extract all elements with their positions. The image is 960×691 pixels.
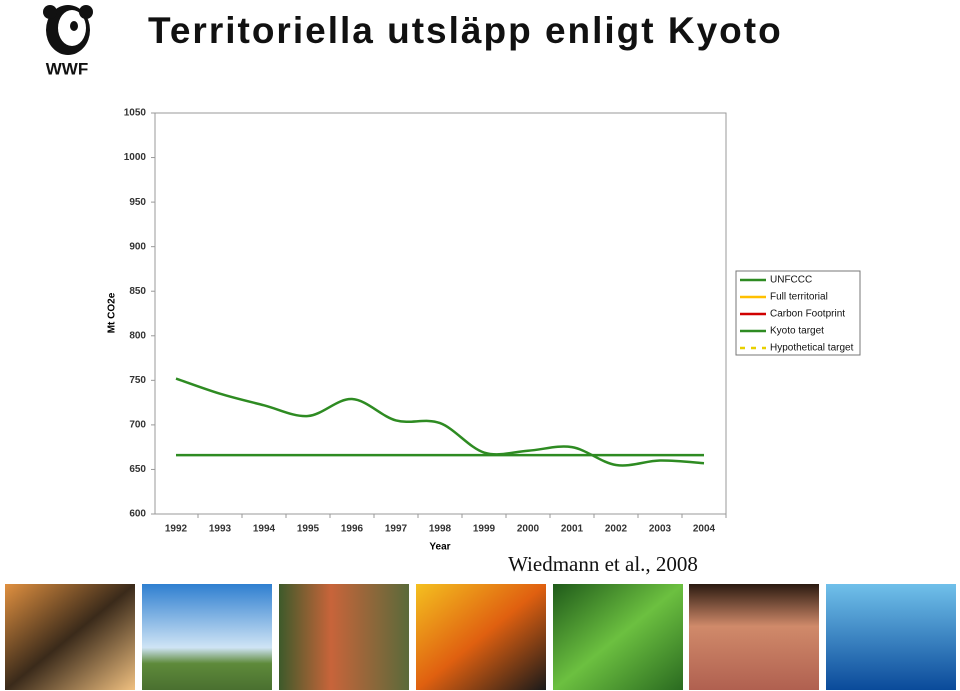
- x-tick-label: 2001: [561, 524, 584, 535]
- plot-area: [154, 112, 727, 515]
- x-tick-label: 1996: [341, 524, 364, 535]
- x-tick-label: 2003: [649, 524, 672, 535]
- y-tick-label: 800: [129, 330, 146, 341]
- photo-face: [689, 584, 819, 690]
- x-tick-label: 1994: [253, 524, 276, 535]
- y-tick-label: 950: [129, 197, 146, 208]
- y-tick-label: 1000: [124, 152, 147, 163]
- photo-tiger: [5, 584, 135, 690]
- x-axis-label: Year: [429, 542, 450, 553]
- legend-label: Kyoto target: [770, 326, 824, 337]
- series-line: [175, 377, 705, 467]
- x-tick-label: 2000: [517, 524, 540, 535]
- wwf-logo: WWF: [43, 5, 93, 78]
- photo-fern: [553, 584, 683, 690]
- citation: Wiedmann et al., 2008: [508, 552, 698, 576]
- legend-label: Carbon Footprint: [770, 309, 845, 320]
- x-tick-label: 2004: [693, 524, 716, 535]
- legend-label: UNFCCC: [770, 275, 812, 286]
- x-tick-label: 1997: [385, 524, 408, 535]
- logo-text: WWF: [46, 59, 88, 78]
- photo-wind: [142, 584, 272, 690]
- x-tick-label: 1995: [297, 524, 320, 535]
- x-tick-label: 1999: [473, 524, 496, 535]
- photo-strip: [5, 584, 956, 690]
- y-tick-label: 700: [129, 420, 146, 431]
- slide-title: Territoriella utsläpp enligt Kyoto: [148, 10, 783, 51]
- y-tick-label: 650: [129, 464, 146, 475]
- y-tick-label: 600: [129, 509, 146, 520]
- photo-log: [279, 584, 409, 690]
- y-tick-label: 850: [129, 286, 146, 297]
- legend-label: Full territorial: [770, 292, 828, 303]
- legend-label: Hypothetical target: [770, 343, 854, 354]
- y-tick-label: 750: [129, 375, 146, 386]
- y-tick-label: 1050: [124, 108, 147, 119]
- x-tick-label: 2002: [605, 524, 628, 535]
- x-tick-label: 1998: [429, 524, 452, 535]
- x-tick-label: 1993: [209, 524, 232, 535]
- y-axis-label: Mt CO2e: [107, 292, 118, 333]
- photo-butterfly: [416, 584, 546, 690]
- x-tick-label: 1992: [165, 524, 188, 535]
- photo-dolphin: [826, 584, 956, 690]
- y-tick-label: 900: [129, 241, 146, 252]
